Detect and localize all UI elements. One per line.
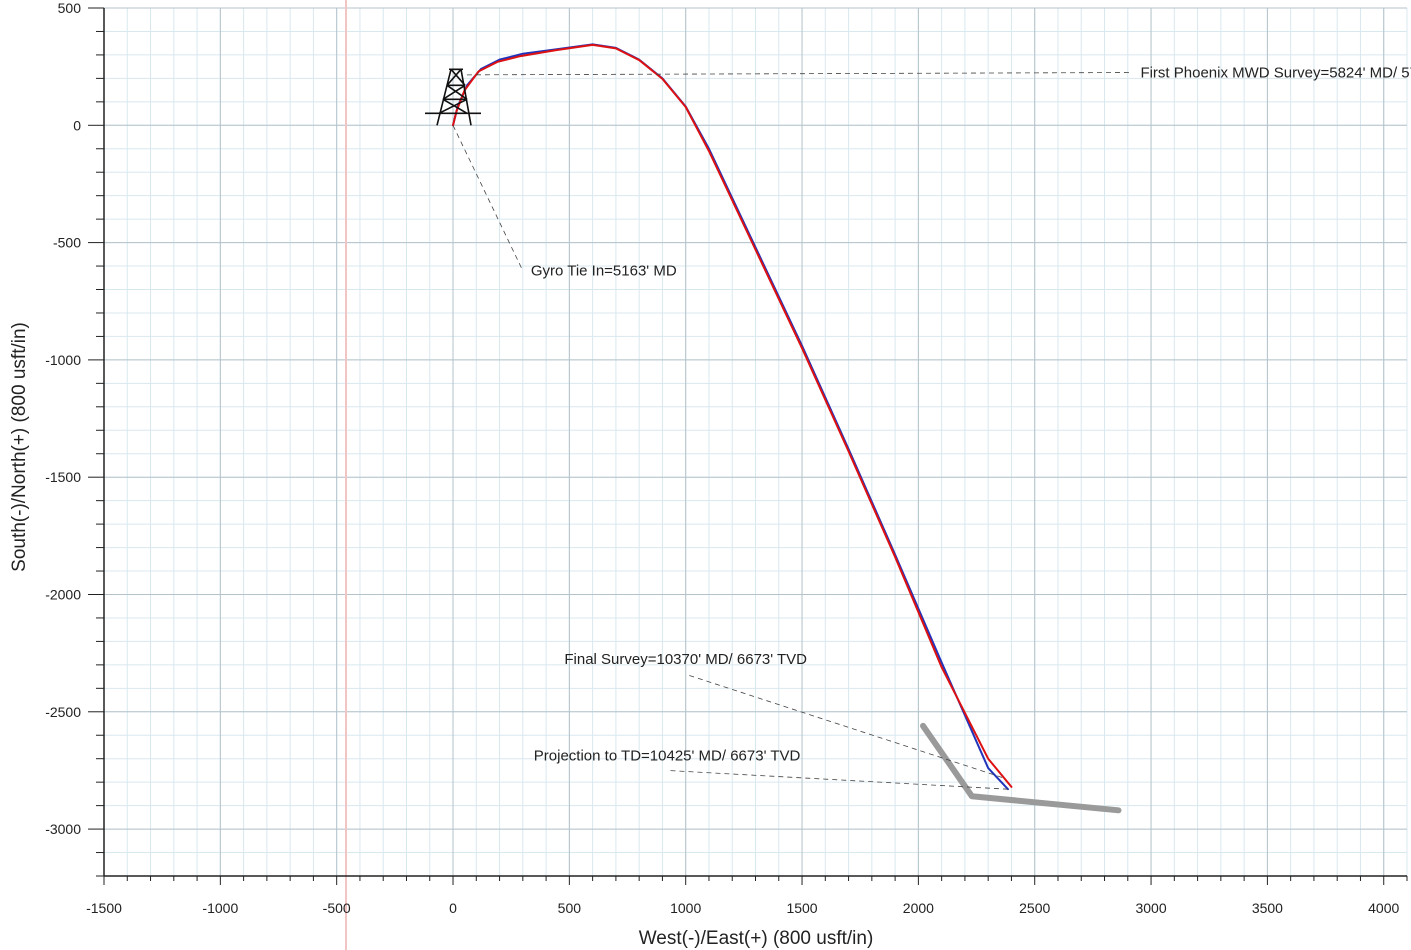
x-tick-labels: -1500 -1000 -500 0 500 1000 1500 2000 2500 3000 35… — [86, 900, 1399, 916]
x-tick-label: 2000 — [903, 900, 934, 916]
annotation-leader — [685, 673, 1003, 778]
axes — [88, 7, 1408, 885]
annotation-layer: First Phoenix MWD Survey=5824' MD/ 5764'… — [452, 65, 1411, 790]
annotation-label: Gyro Tie In=5163' MD — [531, 263, 677, 280]
annotation-leader — [466, 72, 1133, 76]
y-tick-label: -2500 — [45, 704, 81, 720]
x-tick-label: 3000 — [1135, 900, 1166, 916]
annotation-label: First Phoenix MWD Survey=5824' MD/ 5764'… — [1140, 65, 1411, 82]
y-tick-labels: 500 0 -500 -1000 -1500 -2000 -2500 -3000 — [45, 0, 81, 837]
x-tick-label: 1500 — [786, 900, 817, 916]
x-tick-label: -500 — [323, 900, 351, 916]
y-tick-label: 500 — [58, 0, 82, 16]
x-axis-title: West(-)/East(+) (800 usft/in) — [639, 928, 874, 949]
x-tick-label: 2500 — [1019, 900, 1050, 916]
y-tick-label: -3000 — [45, 821, 81, 837]
series-layer — [452, 43, 1122, 814]
x-tick-label: 500 — [558, 900, 582, 916]
annotation-label: Projection to TD=10425' MD/ 6673' TVD — [534, 747, 801, 764]
y-tick-label: -1500 — [45, 469, 81, 485]
x-tick-label: -1000 — [202, 900, 238, 916]
annotation-leader — [667, 770, 1008, 790]
annotation-label: Final Survey=10370' MD/ 6673' TVD — [564, 651, 807, 668]
x-tick-label: 4000 — [1368, 900, 1399, 916]
x-tick-label: 3500 — [1252, 900, 1283, 916]
drilling-rig-icon — [425, 68, 482, 126]
projection-line — [920, 722, 1122, 814]
wellpath-line — [452, 43, 1013, 788]
y-tick-label: -2000 — [45, 586, 81, 602]
y-axis-title: South(-)/North(+) (800 usft/in) — [9, 322, 30, 572]
x-tick-label: -1500 — [86, 900, 122, 916]
x-tick-label: 1000 — [670, 900, 701, 916]
x-tick-label: 0 — [449, 900, 457, 916]
drilling-rig-icon — [425, 68, 482, 126]
y-tick-label: 0 — [73, 117, 81, 133]
y-tick-label: -500 — [53, 235, 81, 251]
y-tick-label: -1000 — [45, 352, 81, 368]
